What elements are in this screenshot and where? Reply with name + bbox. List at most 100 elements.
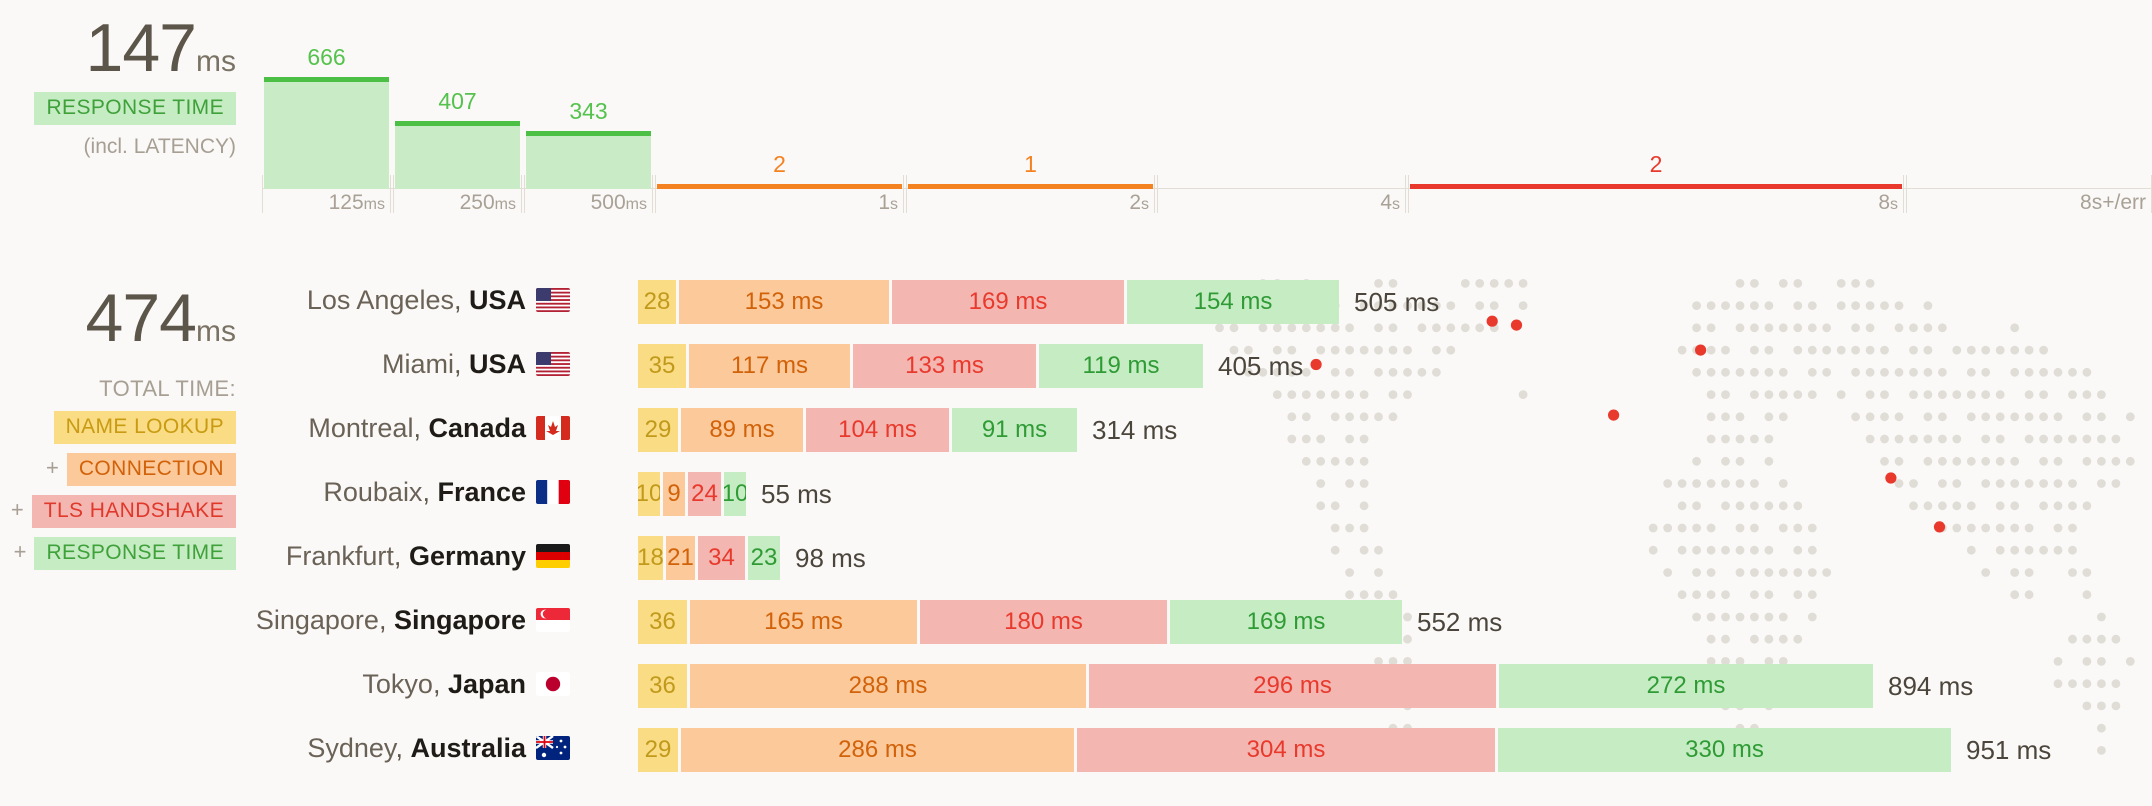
location-row[interactable]: Tokyo, Japan 36 288 ms 296 ms 272 ms 894 ms xyxy=(0,656,2152,720)
location-row[interactable]: Montreal, Canada 29 89 ms 104 ms 91 ms 314 ms xyxy=(0,400,2152,464)
label-separator: , xyxy=(378,605,394,635)
location-total-time: 505 ms xyxy=(1354,286,1440,317)
histogram-bar xyxy=(1410,184,1902,189)
location-row[interactable]: Singapore, Singapore 36 165 ms 180 ms 169 ms… xyxy=(0,592,2152,656)
legend-item[interactable]: NAME LOOKUP xyxy=(0,411,236,444)
segment-tls-handshake[interactable]: 34 xyxy=(698,536,745,580)
response-time-unit: ms xyxy=(196,45,236,78)
histogram-tick xyxy=(652,175,653,213)
histogram-tick-unit: s xyxy=(1392,196,1400,213)
segment-tls-handshake[interactable]: 180 ms xyxy=(920,600,1167,644)
segment-tls-handshake[interactable]: 296 ms xyxy=(1089,664,1496,708)
flag-au-icon xyxy=(536,736,570,760)
histogram-tick xyxy=(1405,175,1406,213)
flag-us-icon xyxy=(536,352,570,376)
segment-response-time[interactable]: 10 xyxy=(724,472,746,516)
histogram-tick-label: 1s xyxy=(878,191,898,215)
location-row[interactable]: Miami, USA 35 117 ms 133 ms 119 ms 405 ms xyxy=(0,336,2152,400)
response-time-note: (incl. LATENCY) xyxy=(83,135,236,158)
location-label: Singapore, Singapore xyxy=(0,605,570,636)
location-total-time: 314 ms xyxy=(1092,414,1178,445)
histogram-tick-value: 8 xyxy=(1878,191,1890,214)
location-city: Tokyo xyxy=(362,669,433,699)
segment-connection[interactable]: 153 ms xyxy=(679,280,889,324)
flag-sg-icon xyxy=(536,608,570,632)
histogram-tick-value: 125 xyxy=(328,191,364,214)
location-total-time: 951 ms xyxy=(1966,734,2052,765)
histogram-tick-value: 4 xyxy=(1380,191,1392,214)
total-time-value: 474 xyxy=(85,280,197,356)
segment-connection[interactable]: 286 ms xyxy=(681,728,1074,772)
location-row[interactable]: Sydney, Australia 29 286 ms 304 ms 330 ms 951… xyxy=(0,720,2152,784)
segment-response-time[interactable]: 330 ms xyxy=(1498,728,1951,772)
histogram-bar xyxy=(526,131,651,189)
histogram-tick xyxy=(390,175,391,213)
location-city: Miami xyxy=(381,349,454,379)
location-total-time: 405 ms xyxy=(1218,350,1304,381)
segment-response-time[interactable]: 169 ms xyxy=(1170,600,1402,644)
histogram-tick xyxy=(521,175,522,213)
legend-item[interactable]: + TLS HANDSHAKE xyxy=(0,495,236,528)
segment-name-lookup[interactable]: 18 xyxy=(638,536,663,580)
histogram-bar-count: 1 xyxy=(1024,151,1037,177)
histogram-tick xyxy=(903,175,904,213)
segment-response-time[interactable]: 119 ms xyxy=(1039,344,1203,388)
segment-tls-handshake[interactable]: 133 ms xyxy=(853,344,1036,388)
histogram-tick-value: 2 xyxy=(1129,191,1141,214)
location-label: Montreal, Canada xyxy=(0,413,570,444)
location-row[interactable]: Roubaix, France 10 9 24 10 55 ms xyxy=(0,464,2152,528)
label-separator: , xyxy=(393,541,409,571)
segment-name-lookup[interactable]: 29 xyxy=(638,728,678,772)
location-row[interactable]: Los Angeles, USA 28 153 ms 169 ms 154 ms 505 … xyxy=(0,272,2152,336)
location-city: Roubaix xyxy=(323,477,423,507)
legend-item[interactable]: + RESPONSE TIME xyxy=(0,537,236,570)
segment-tls-handshake[interactable]: 304 ms xyxy=(1077,728,1495,772)
histogram-tick-unit: s xyxy=(890,196,898,213)
segment-connection[interactable]: 21 xyxy=(666,536,695,580)
segment-name-lookup[interactable]: 10 xyxy=(638,472,660,516)
histogram-tick-unit: ms xyxy=(625,196,647,213)
histogram-bar-count: 407 xyxy=(438,88,477,114)
histogram-tick xyxy=(1903,175,1904,213)
histogram-tick-label: 2s xyxy=(1129,191,1149,215)
location-rows: Los Angeles, USA 28 153 ms 169 ms 154 ms 505 … xyxy=(0,272,2152,784)
location-row[interactable]: Frankfurt, Germany 18 21 34 23 98 ms xyxy=(0,528,2152,592)
legend-item-label: RESPONSE TIME xyxy=(34,537,236,570)
legend-item[interactable]: + CONNECTION xyxy=(0,453,236,486)
segment-tls-handshake[interactable]: 104 ms xyxy=(806,408,949,452)
segment-name-lookup[interactable]: 28 xyxy=(638,280,676,324)
segment-tls-handshake[interactable]: 24 xyxy=(688,472,721,516)
total-time-stat: 474ms xyxy=(0,284,236,352)
segment-connection[interactable]: 117 ms xyxy=(689,344,850,388)
histogram-axis-line xyxy=(262,188,2152,189)
segment-response-time[interactable]: 23 xyxy=(748,536,780,580)
segment-tls-handshake[interactable]: 169 ms xyxy=(892,280,1124,324)
legend-item-label: NAME LOOKUP xyxy=(53,411,236,444)
label-separator: , xyxy=(422,477,438,507)
segment-response-time[interactable]: 91 ms xyxy=(952,408,1077,452)
timing-track: 35 117 ms 133 ms 119 ms xyxy=(638,344,1206,388)
segment-connection[interactable]: 288 ms xyxy=(690,664,1086,708)
segment-response-time[interactable]: 272 ms xyxy=(1499,664,1873,708)
segment-name-lookup[interactable]: 29 xyxy=(638,408,678,452)
segment-name-lookup[interactable]: 35 xyxy=(638,344,686,388)
legend-plus-sign: + xyxy=(10,497,24,522)
location-city: Singapore xyxy=(255,605,379,635)
segment-name-lookup[interactable]: 36 xyxy=(638,600,687,644)
segment-name-lookup[interactable]: 36 xyxy=(638,664,687,708)
response-time-value-row: 147ms xyxy=(0,14,236,82)
histogram-tick-label: 4s xyxy=(1380,191,1400,215)
histogram-bar-count: 2 xyxy=(1649,151,1663,177)
histogram-tick xyxy=(1154,175,1155,213)
response-time-chip: RESPONSE TIME xyxy=(34,92,236,125)
total-time-value-row: 474ms xyxy=(0,284,236,352)
segment-connection[interactable]: 9 xyxy=(663,472,685,516)
legend-item-label: TLS HANDSHAKE xyxy=(31,495,236,528)
segment-connection[interactable]: 165 ms xyxy=(690,600,917,644)
histogram-tick-unit: s xyxy=(1890,196,1898,213)
location-total-time: 894 ms xyxy=(1888,670,1974,701)
segment-response-time[interactable]: 154 ms xyxy=(1127,280,1339,324)
segment-connection[interactable]: 89 ms xyxy=(681,408,803,452)
histogram-tick-unit: ms xyxy=(494,196,516,213)
response-time-histogram: 666 125ms 407 250ms 343 500ms 2 1s 1 2s 4s 2 8s 8s+/e… xyxy=(262,18,2152,218)
